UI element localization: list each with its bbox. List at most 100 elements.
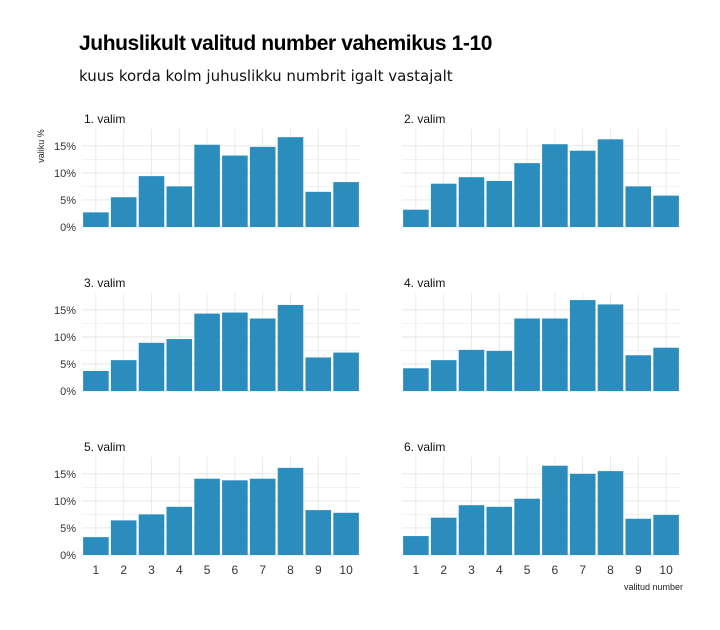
bar [653, 514, 679, 555]
y-tick-label: 0% [60, 386, 76, 398]
panel-title: 1. valim [84, 112, 125, 126]
bar [166, 339, 193, 391]
bar [486, 506, 513, 555]
bar [333, 182, 359, 227]
bar [110, 197, 137, 227]
x-tick-label: 8 [287, 563, 294, 577]
y-tick-label: 15% [54, 141, 76, 153]
bar [625, 186, 652, 227]
bar [277, 304, 304, 391]
bar [333, 512, 359, 555]
bar [625, 355, 652, 391]
bar [305, 357, 332, 391]
bar [458, 349, 485, 391]
bar [166, 186, 193, 227]
bar [653, 195, 679, 227]
bar [542, 318, 568, 391]
bar [514, 498, 540, 555]
panel-4: 4. valim [402, 276, 680, 392]
bar [194, 313, 220, 391]
x-tick-label: 2 [120, 563, 127, 577]
x-tick-label: 10 [659, 563, 673, 577]
y-tick-label: 5% [60, 195, 76, 207]
panel-5: 5. valim 0% 5% 10% 15% 1 2 3 4 5 6 7 8 9 10 [54, 440, 360, 577]
bar [222, 480, 248, 555]
panel-1: 1. valim 0% 5% 10% 15% [54, 112, 360, 234]
y-tick-label: 0% [60, 550, 76, 562]
x-tick-label: 4 [496, 563, 503, 577]
y-tick-label: 15% [54, 469, 76, 481]
bar [514, 318, 540, 391]
bar [222, 155, 248, 227]
bar [249, 318, 276, 391]
y-tick-label: 10% [54, 168, 76, 180]
x-tick-label: 2 [440, 563, 447, 577]
panel-title: 5. valim [84, 440, 125, 454]
bar [403, 536, 429, 555]
bar [542, 465, 568, 555]
panel-3: 3. valim 0% 5% 10% 15% [54, 276, 360, 398]
y-tick-label: 15% [54, 305, 76, 317]
bar [458, 177, 485, 227]
bar [597, 304, 624, 391]
bar [249, 146, 276, 227]
panel-6: 6. valim 1 2 3 4 5 6 7 8 9 10 [402, 440, 680, 577]
bar [430, 183, 457, 227]
bar [458, 505, 485, 555]
bar [110, 520, 137, 555]
x-tick-label: 3 [148, 563, 155, 577]
bar [486, 350, 513, 391]
chart-subtitle: kuus korda kolm juhuslikku numbrit igalt… [79, 67, 453, 85]
x-tick-label: 5 [204, 563, 211, 577]
bar [83, 537, 109, 555]
bar [83, 212, 109, 227]
x-tick-label: 10 [339, 563, 353, 577]
bar [194, 478, 220, 555]
bar [138, 342, 165, 391]
x-tick-label: 7 [579, 563, 586, 577]
panel-title: 6. valim [404, 440, 445, 454]
panel-title: 4. valim [404, 276, 445, 290]
x-tick-label: 9 [315, 563, 322, 577]
bar [569, 300, 596, 391]
y-tick-label: 0% [60, 222, 76, 234]
bar [597, 139, 624, 227]
x-tick-label: 1 [413, 563, 420, 577]
bar [277, 467, 304, 555]
bar [138, 176, 165, 227]
x-tick-label: 6 [232, 563, 239, 577]
bar [569, 150, 596, 227]
bar [305, 510, 332, 555]
bar [403, 368, 429, 391]
panel-2: 2. valim [402, 112, 680, 228]
x-tick-label: 6 [552, 563, 559, 577]
bar [430, 360, 457, 391]
bar [514, 163, 540, 227]
x-tick-label: 1 [93, 563, 100, 577]
bar [430, 517, 457, 555]
x-tick-label: 9 [635, 563, 642, 577]
panel-title: 2. valim [404, 112, 445, 126]
bar [333, 352, 359, 391]
y-tick-label: 5% [60, 359, 76, 371]
bar [83, 370, 109, 391]
bar [625, 518, 652, 555]
bar [138, 514, 165, 555]
bar [249, 478, 276, 555]
bar [166, 506, 193, 555]
bar [486, 181, 513, 227]
x-tick-label: 3 [468, 563, 475, 577]
x-tick-label: 5 [524, 563, 531, 577]
y-axis-label: valiku % [36, 129, 46, 163]
x-tick-label: 7 [259, 563, 266, 577]
y-tick-label: 5% [60, 523, 76, 535]
bar [222, 312, 248, 391]
bar [110, 360, 137, 391]
bar [569, 473, 596, 555]
bar [653, 347, 679, 391]
y-tick-label: 10% [54, 496, 76, 508]
bar [194, 144, 220, 227]
x-tick-label: 4 [176, 563, 183, 577]
